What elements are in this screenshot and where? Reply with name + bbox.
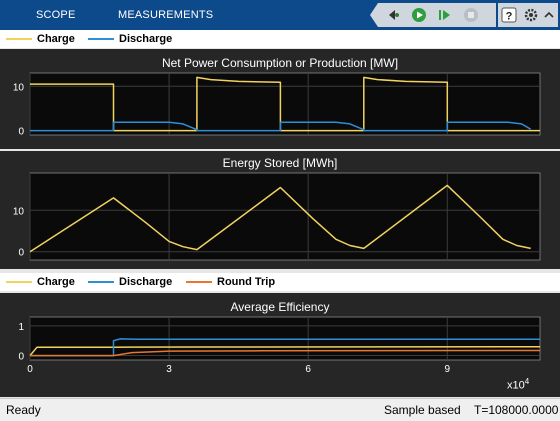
legend-swatch-charge-2 (6, 281, 32, 283)
step-back-button[interactable] (384, 6, 402, 24)
x-axis-exponent-power: 4 (524, 377, 530, 386)
svg-text:?: ? (506, 11, 513, 23)
legend-label-charge: Charge (37, 33, 75, 45)
settings-button[interactable] (522, 6, 540, 24)
scope-toolstrip: SCOPE MEASUREMENTS ? (0, 0, 560, 30)
x-axis-exponent-base: x10 (507, 379, 525, 392)
legend-swatch-discharge-2 (88, 281, 114, 283)
legend-bottom: Charge Discharge Round Trip (0, 273, 560, 291)
plot-title-efficiency: Average Efficiency (230, 300, 330, 314)
legend-swatch-charge (6, 38, 32, 40)
legend-entry-charge-2[interactable]: Charge (6, 276, 75, 288)
step-forward-button[interactable] (436, 6, 454, 24)
run-button[interactable] (410, 6, 428, 24)
chevron-up-icon (544, 11, 554, 18)
legend-label-charge-2: Charge (37, 276, 75, 288)
step-forward-icon (439, 10, 450, 20)
step-back-icon (389, 10, 399, 20)
collapse-toolstrip-button[interactable] (540, 6, 558, 24)
legend-top: Charge Discharge (0, 30, 560, 48)
status-ready: Ready (6, 403, 41, 417)
plot-title-power: Net Power Consumption or Production [MW] (161, 56, 399, 70)
legend-label-discharge-2: Discharge (119, 276, 173, 288)
legend-entry-round-trip[interactable]: Round Trip (186, 276, 275, 288)
status-time: T=108000.0000 (474, 403, 559, 417)
legend-entry-discharge-2[interactable]: Discharge (88, 276, 172, 288)
help-button[interactable]: ? (500, 6, 518, 24)
tab-scope[interactable]: SCOPE (36, 9, 76, 21)
legend-label-discharge: Discharge (119, 33, 173, 45)
stop-button[interactable] (462, 6, 480, 24)
stop-icon (464, 8, 478, 22)
help-icon: ? (501, 7, 517, 23)
legend-entry-charge[interactable]: Charge (6, 33, 75, 45)
run-icon (412, 8, 426, 22)
legend-entry-discharge[interactable]: Discharge (88, 33, 172, 45)
legend-swatch-round-trip (186, 281, 212, 283)
x-axis-exponent: x104 (507, 377, 529, 392)
status-bar: Ready Sample based T=108000.0000 (0, 398, 560, 421)
legend-label-round-trip: Round Trip (217, 276, 276, 288)
gear-icon (524, 8, 538, 22)
plot-title-energy: Energy Stored [MWh] (222, 156, 338, 170)
legend-swatch-discharge (88, 38, 114, 40)
status-mode: Sample based (384, 403, 461, 417)
tab-measurements[interactable]: MEASUREMENTS (118, 9, 214, 21)
